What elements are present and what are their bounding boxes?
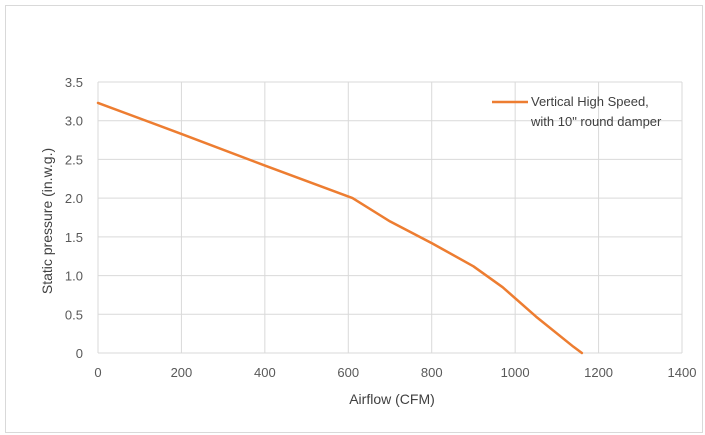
- y-tick-label: 0.5: [65, 307, 83, 322]
- x-axis-ticks: 0 200 400 600 800 1000 1200 1400: [94, 365, 696, 380]
- y-tick-label: 1.5: [65, 230, 83, 245]
- x-tick-label: 1000: [501, 365, 530, 380]
- legend-label-line-2: with 10" round damper: [530, 114, 662, 129]
- y-tick-label: 2.5: [65, 152, 83, 167]
- y-tick-label: 1.0: [65, 269, 83, 284]
- y-tick-label: 3.0: [65, 114, 83, 129]
- x-tick-label: 0: [94, 365, 101, 380]
- gridlines: [97, 81, 683, 354]
- series-line: [96, 101, 584, 355]
- legend-label-line-1: Vertical High Speed,: [531, 94, 649, 109]
- x-tick-label: 200: [171, 365, 193, 380]
- legend: Vertical High Speed, with 10" round damp…: [492, 94, 662, 129]
- chart-frame: [5, 5, 703, 433]
- x-tick-label: 1400: [668, 365, 697, 380]
- series-group: [96, 101, 584, 355]
- x-tick-label: 1200: [584, 365, 613, 380]
- x-tick-label: 400: [254, 365, 276, 380]
- x-tick-label: 800: [421, 365, 443, 380]
- y-tick-label: 2.0: [65, 191, 83, 206]
- y-tick-label: 0: [76, 346, 83, 361]
- y-tick-label: 3.5: [65, 75, 83, 90]
- x-tick-label: 600: [337, 365, 359, 380]
- y-axis-ticks: 0 0.5 1.0 1.5 2.0 2.5 3.0 3.5: [65, 75, 83, 361]
- x-axis-title: Airflow (CFM): [349, 391, 435, 407]
- y-axis-title: Static pressure (in.w.g.): [39, 148, 55, 294]
